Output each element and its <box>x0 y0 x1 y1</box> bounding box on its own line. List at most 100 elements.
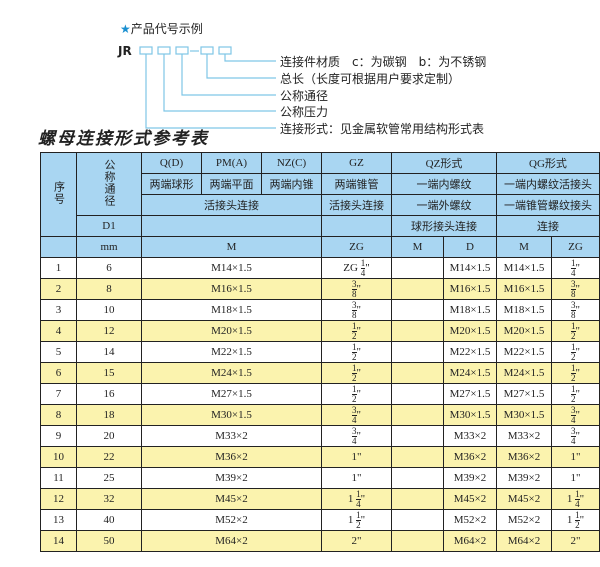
cell-qzd: M39×2 <box>443 467 497 489</box>
cell-qgzg: 1" <box>551 446 600 468</box>
cell-qzd: M64×2 <box>443 530 497 552</box>
table-row: 4 12 M20×1.5 1 2 " M20×1.5 M20×1.5 1 2 " <box>40 320 600 342</box>
header-qz-desc: 一端内螺纹 <box>391 173 497 195</box>
header-qz-ball: 球形接头连接 <box>391 215 497 237</box>
legend-pressure: 公称压力 <box>280 105 329 119</box>
cell-gz: 1 2 " <box>321 320 392 342</box>
cell-m: M64×2 <box>141 530 322 552</box>
cell-m: M27×1.5 <box>141 383 322 405</box>
product-code-example: ★产品代号示例 JR 连接件材质 c：为碳钢 b：为不锈钢 总长（长度可根据用户… <box>0 0 600 140</box>
header-qg-desc: 一端内螺纹活接头 <box>496 173 600 195</box>
header-pm-desc: 两端平面 <box>201 173 262 195</box>
cell-dn: 14 <box>76 341 142 363</box>
cell-qgzg: 1 1 2 " <box>551 509 600 531</box>
header-gz-desc: 两端锥管 <box>321 173 392 195</box>
header-union-connection: 活接头连接 <box>141 194 322 216</box>
header-mm: mm <box>76 236 142 258</box>
header-qg-link: 连接 <box>496 215 600 237</box>
cell-gz: 1" <box>321 446 392 468</box>
cell-qgzg: 1 1 4 " <box>551 488 600 510</box>
cell-gz: 3 8 " <box>321 299 392 321</box>
cell-no: 8 <box>40 404 77 426</box>
cell-qgzg: 3 4 " <box>551 404 600 426</box>
cell-gz: 3 8 " <box>321 278 392 300</box>
header-pm: PM(A) <box>201 152 262 174</box>
cell-no: 14 <box>40 530 77 552</box>
cell-gz: 1" <box>321 467 392 489</box>
whole: 1 <box>566 513 573 526</box>
cell-qgm: M20×1.5 <box>496 320 552 342</box>
cell-qzm <box>391 425 444 447</box>
cell-qgm: M24×1.5 <box>496 362 552 384</box>
cell-qzd: M45×2 <box>443 488 497 510</box>
cell-qgm: M22×1.5 <box>496 341 552 363</box>
cell-dn: 20 <box>76 425 142 447</box>
cell-m: M16×1.5 <box>141 278 322 300</box>
table-row: 3 10 M18×1.5 3 8 " M18×1.5 M18×1.5 3 8 " <box>40 299 600 321</box>
code-prefix: JR <box>118 44 132 58</box>
cell-qgzg: 1" <box>551 467 600 489</box>
cell-no: 3 <box>40 299 77 321</box>
cell-qgm: M16×1.5 <box>496 278 552 300</box>
cell-m: M14×1.5 <box>141 257 322 279</box>
table-row: 2 8 M16×1.5 3 8 " M16×1.5 M16×1.5 3 8 " <box>40 278 600 300</box>
cell-gz: 3 4 " <box>321 404 392 426</box>
header-qz-connection: 一端外螺纹 <box>391 194 497 216</box>
cell-dn: 8 <box>76 278 142 300</box>
cell-gz: 3 4 " <box>321 425 392 447</box>
header-seq: 序号 <box>40 152 77 237</box>
header-qg-m: M <box>496 236 552 258</box>
whole: 1 <box>351 472 358 484</box>
whole: 1 <box>347 513 354 526</box>
cell-qgzg: 1 2 " <box>551 320 600 342</box>
whole: 1 <box>570 472 577 484</box>
cell-m: M39×2 <box>141 467 322 489</box>
cell-no: 6 <box>40 362 77 384</box>
cell-qgzg: 1 2 " <box>551 362 600 384</box>
cell-dn: 10 <box>76 299 142 321</box>
header-qg-connection: 一端锥管螺纹接头 <box>496 194 600 216</box>
header-d1: D1 <box>76 215 142 237</box>
cell-no: 12 <box>40 488 77 510</box>
cell-m: M24×1.5 <box>141 362 322 384</box>
cell-qzm <box>391 509 444 531</box>
cell-qzm <box>391 362 444 384</box>
whole: 1 <box>566 492 573 505</box>
cell-m: M18×1.5 <box>141 299 322 321</box>
zg-prefix: ZG <box>343 261 358 274</box>
cell-qzd: M36×2 <box>443 446 497 468</box>
cell-qzm <box>391 278 444 300</box>
code-title: ★产品代号示例 <box>120 22 203 36</box>
cell-qzd: M18×1.5 <box>443 299 497 321</box>
cell-m: M45×2 <box>141 488 322 510</box>
header-gz: GZ <box>321 152 392 174</box>
cell-qzd: M20×1.5 <box>443 320 497 342</box>
star-icon: ★ <box>120 22 131 36</box>
cell-gz: 1 1 2 " <box>321 509 392 531</box>
table-row: 8 18 M30×1.5 3 4 " M30×1.5 M30×1.5 3 4 " <box>40 404 600 426</box>
header-gz-connection: 活接头连接 <box>321 194 392 216</box>
cell-qzm <box>391 341 444 363</box>
cell-qzm <box>391 299 444 321</box>
header-nz-desc: 两端内锥 <box>261 173 322 195</box>
whole: 1 <box>347 492 354 505</box>
legend-length: 总长（长度可根据用户要求定制） <box>280 72 461 86</box>
cell-qzd: M24×1.5 <box>443 362 497 384</box>
cell-qzm <box>391 320 444 342</box>
cell-no: 2 <box>40 278 77 300</box>
cell-qgm: M33×2 <box>496 425 552 447</box>
header-qd: Q(D) <box>141 152 202 174</box>
cell-gz: ZG 1 4 " <box>321 257 392 279</box>
header-qd-desc: 两端球形 <box>141 173 202 195</box>
